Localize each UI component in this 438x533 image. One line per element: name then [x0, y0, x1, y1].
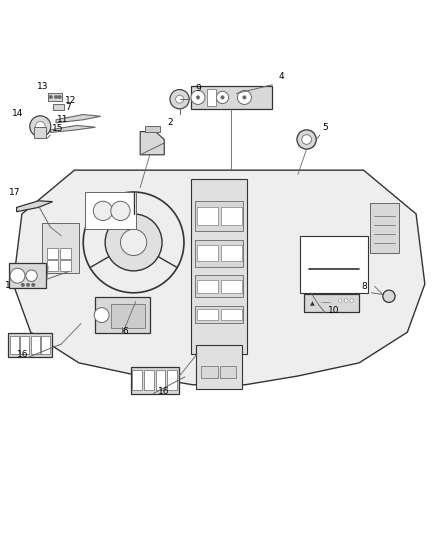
Circle shape — [58, 95, 61, 99]
Circle shape — [302, 135, 311, 144]
Circle shape — [10, 268, 25, 283]
Text: 8: 8 — [361, 282, 367, 292]
Bar — [8, 333, 52, 357]
Bar — [195, 275, 243, 297]
Circle shape — [105, 214, 162, 271]
Bar — [48, 93, 62, 101]
Circle shape — [339, 299, 342, 302]
Bar — [144, 370, 154, 391]
Text: 17: 17 — [9, 188, 20, 197]
Circle shape — [297, 130, 316, 149]
Text: 16: 16 — [17, 350, 28, 359]
Bar — [304, 294, 359, 312]
Bar — [131, 367, 179, 393]
Text: 16: 16 — [158, 387, 169, 395]
Text: 7: 7 — [65, 103, 71, 112]
Text: 2: 2 — [167, 118, 173, 127]
Text: 15: 15 — [52, 124, 63, 133]
Polygon shape — [56, 115, 101, 123]
Bar — [34, 127, 46, 138]
Circle shape — [111, 201, 130, 221]
Circle shape — [221, 96, 224, 99]
Text: 12: 12 — [65, 96, 76, 106]
Text: 11: 11 — [57, 115, 68, 124]
Text: 9: 9 — [195, 85, 201, 93]
Bar — [196, 345, 242, 389]
Bar — [111, 304, 145, 328]
Circle shape — [350, 299, 353, 302]
Circle shape — [54, 95, 58, 99]
Bar — [191, 86, 272, 109]
Bar — [221, 246, 242, 261]
Bar — [195, 201, 243, 231]
Bar — [132, 370, 142, 391]
Polygon shape — [50, 125, 95, 133]
Bar — [197, 310, 218, 320]
Circle shape — [176, 95, 184, 103]
Circle shape — [383, 290, 395, 302]
Text: 5: 5 — [322, 123, 328, 132]
Circle shape — [243, 96, 246, 99]
Bar — [41, 336, 50, 354]
Circle shape — [196, 96, 200, 99]
Text: 6: 6 — [123, 327, 128, 336]
Bar — [60, 260, 71, 271]
Circle shape — [35, 122, 45, 131]
Bar — [167, 370, 177, 391]
Circle shape — [237, 91, 251, 104]
Circle shape — [21, 283, 25, 287]
Bar — [10, 336, 19, 354]
Bar — [47, 260, 58, 271]
Bar — [197, 246, 218, 261]
Text: 10: 10 — [328, 306, 339, 314]
Circle shape — [191, 91, 205, 104]
Bar — [195, 306, 243, 324]
Bar — [47, 248, 58, 259]
Bar — [221, 207, 242, 225]
Bar — [42, 223, 79, 273]
Bar — [155, 370, 165, 391]
Text: 4: 4 — [278, 72, 284, 81]
Bar — [191, 179, 247, 354]
Circle shape — [30, 116, 51, 137]
Bar — [221, 310, 242, 320]
Bar — [300, 236, 368, 293]
Bar — [60, 248, 71, 259]
Bar — [95, 297, 150, 333]
Bar — [145, 126, 160, 132]
Bar — [53, 103, 64, 110]
Text: 13: 13 — [37, 82, 48, 91]
Circle shape — [94, 308, 109, 322]
Text: 1: 1 — [5, 281, 11, 290]
Bar — [197, 207, 218, 225]
Circle shape — [26, 270, 37, 281]
Circle shape — [344, 299, 348, 302]
Bar — [195, 240, 243, 266]
Bar — [370, 203, 399, 253]
Bar — [85, 192, 136, 229]
Bar — [221, 280, 242, 293]
Circle shape — [216, 91, 229, 103]
Circle shape — [83, 192, 184, 293]
Circle shape — [120, 229, 147, 255]
Bar — [21, 336, 29, 354]
Bar — [31, 336, 40, 354]
Polygon shape — [13, 170, 425, 385]
Circle shape — [49, 95, 53, 99]
Circle shape — [26, 283, 30, 287]
Bar — [9, 263, 46, 288]
Bar — [201, 366, 218, 378]
Polygon shape — [140, 132, 164, 155]
Circle shape — [170, 90, 189, 109]
Bar — [197, 280, 218, 293]
Polygon shape — [17, 201, 53, 212]
Text: 14: 14 — [12, 109, 24, 118]
Bar — [220, 366, 236, 378]
Circle shape — [93, 201, 113, 221]
Text: ——: —— — [321, 301, 332, 306]
Bar — [207, 89, 216, 106]
Circle shape — [32, 283, 35, 287]
Text: ▲: ▲ — [310, 301, 314, 306]
